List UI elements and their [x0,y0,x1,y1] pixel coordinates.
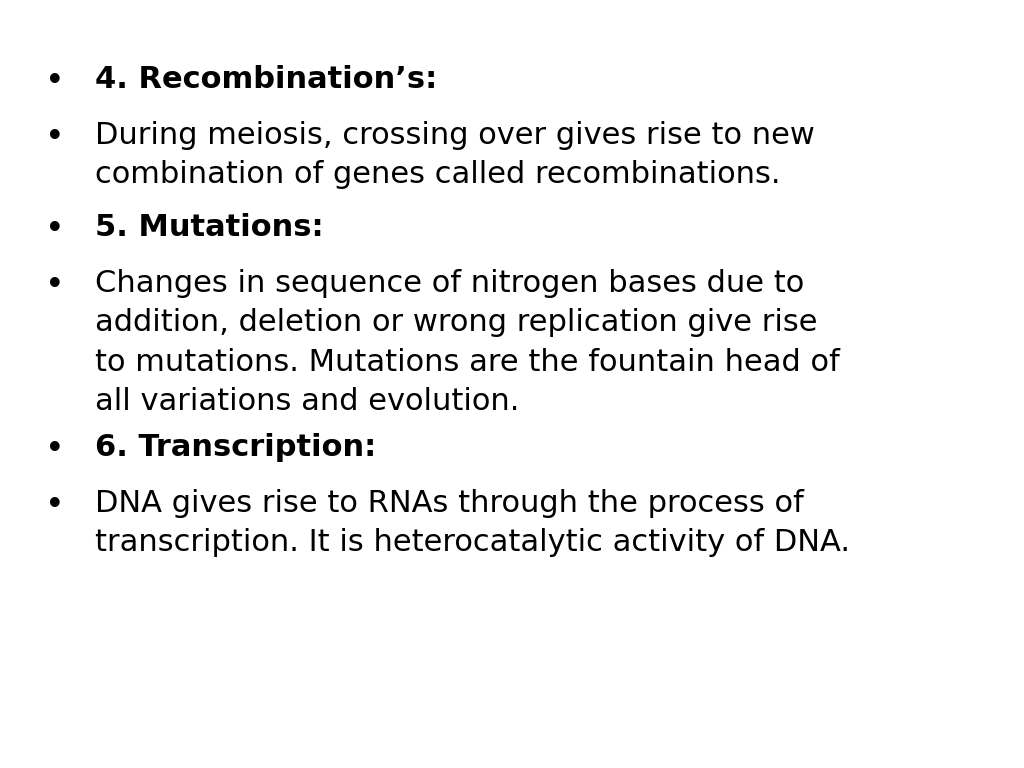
Text: 5. Mutations:: 5. Mutations: [95,213,324,242]
Text: Changes in sequence of nitrogen bases due to
addition, deletion or wrong replica: Changes in sequence of nitrogen bases du… [95,269,840,416]
Text: •: • [45,121,65,154]
Text: •: • [45,269,65,302]
Text: 6. Transcription:: 6. Transcription: [95,433,376,462]
Text: •: • [45,65,65,98]
Text: •: • [45,433,65,466]
Text: DNA gives rise to RNAs through the process of
transcription. It is heterocatalyt: DNA gives rise to RNAs through the proce… [95,489,850,558]
Text: 4. Recombination’s:: 4. Recombination’s: [95,65,437,94]
Text: During meiosis, crossing over gives rise to new
combination of genes called reco: During meiosis, crossing over gives rise… [95,121,815,190]
Text: •: • [45,213,65,246]
Text: •: • [45,489,65,522]
